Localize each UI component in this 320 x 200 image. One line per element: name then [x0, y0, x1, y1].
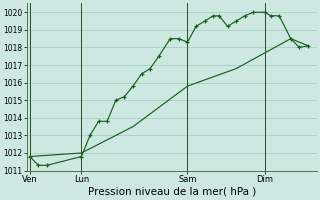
X-axis label: Pression niveau de la mer( hPa ): Pression niveau de la mer( hPa )	[88, 187, 256, 197]
